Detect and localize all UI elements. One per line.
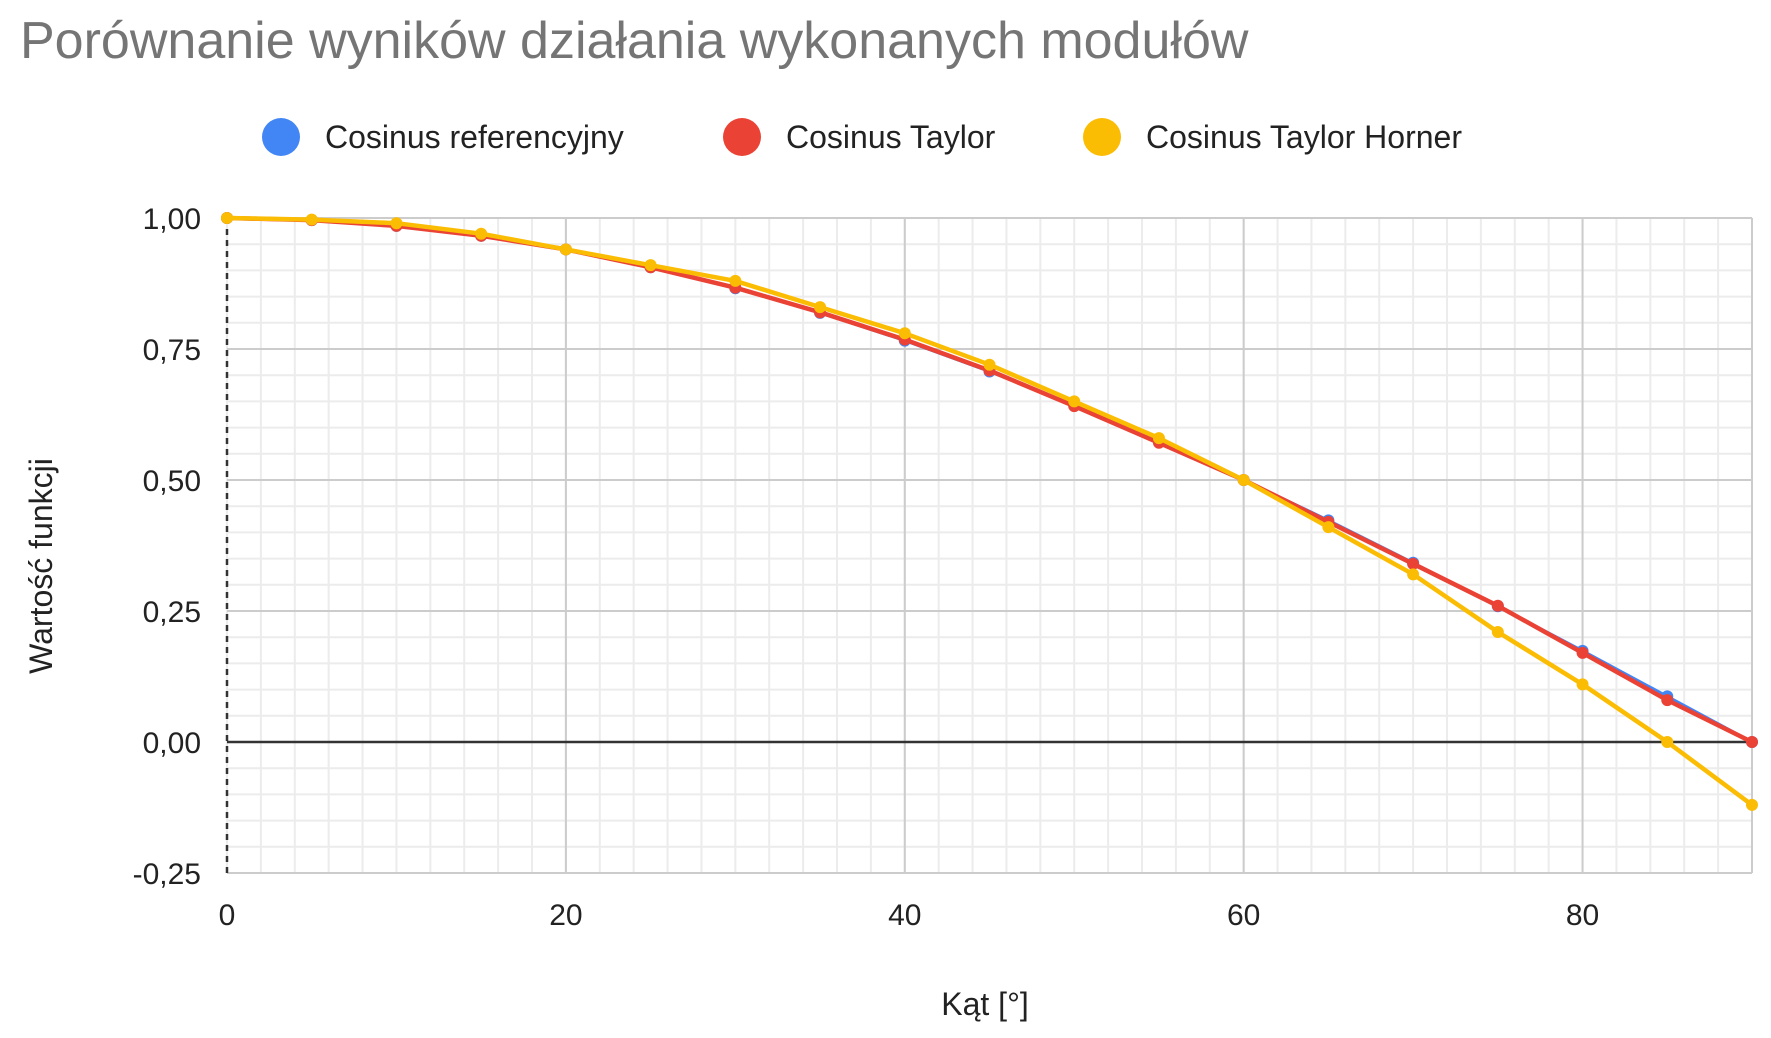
data-point <box>1576 678 1589 691</box>
x-tick-label: 40 <box>888 899 921 932</box>
axes <box>225 218 1752 873</box>
data-point <box>1322 521 1335 534</box>
data-point <box>1407 568 1420 581</box>
legend-swatch <box>723 118 761 156</box>
data-point <box>898 327 911 340</box>
grid <box>226 217 1753 874</box>
y-tick-label: 0,00 <box>143 727 201 760</box>
data-point <box>983 358 996 371</box>
chart-title: Porównanie wyników działania wykonanych … <box>20 12 1249 70</box>
data-point <box>390 217 403 230</box>
y-tick-label: 1,00 <box>143 203 201 236</box>
x-tick-label: 60 <box>1227 899 1260 932</box>
y-tick-label: 0,25 <box>143 596 201 629</box>
legend: Cosinus referencyjny Cosinus Taylor Cosinu… <box>262 118 1462 156</box>
data-point <box>1661 694 1674 707</box>
data-point <box>559 243 572 256</box>
x-tick-label: 80 <box>1566 899 1599 932</box>
legend-label: Cosinus Taylor Horner <box>1146 119 1462 155</box>
data-point <box>644 259 657 272</box>
data-point <box>1746 798 1758 811</box>
data-point <box>1407 557 1420 570</box>
legend-swatch <box>1083 118 1121 156</box>
y-tick-label: 0,50 <box>143 465 201 498</box>
legend-label: Cosinus Taylor <box>786 119 996 155</box>
data-point <box>1068 395 1081 408</box>
data-point <box>1237 474 1250 486</box>
legend-item-3: Cosinus Taylor Horner <box>1083 118 1462 156</box>
data-point <box>1152 432 1165 445</box>
y-tick-label: -0,25 <box>133 858 201 891</box>
series-line <box>224 215 1755 808</box>
series-group <box>221 212 1758 811</box>
legend-label: Cosinus referencyjny <box>325 119 624 155</box>
data-point <box>1576 646 1589 659</box>
data-point <box>1491 599 1504 612</box>
data-point <box>221 212 233 224</box>
y-tick-label: 0,75 <box>143 334 201 367</box>
legend-swatch <box>262 118 300 156</box>
x-tick-label: 0 <box>219 899 236 932</box>
data-point <box>305 213 318 226</box>
tick-labels: 0 20 40 60 80 1,00 0,75 0,50 0,25 0,00 -0,25 <box>133 203 1600 932</box>
data-point <box>814 301 827 314</box>
x-tick-label: 20 <box>549 899 582 932</box>
data-point <box>1746 736 1758 748</box>
legend-item-2: Cosinus Taylor <box>723 118 996 156</box>
legend-item-1: Cosinus referencyjny <box>262 118 624 156</box>
x-axis-label: Kąt [°] <box>941 986 1029 1022</box>
data-point <box>1661 736 1674 748</box>
y-axis-label: Wartość funkcji <box>23 458 59 674</box>
series-3 <box>221 212 1758 811</box>
data-point <box>475 227 488 240</box>
data-point <box>729 274 742 287</box>
data-point <box>1491 625 1504 638</box>
